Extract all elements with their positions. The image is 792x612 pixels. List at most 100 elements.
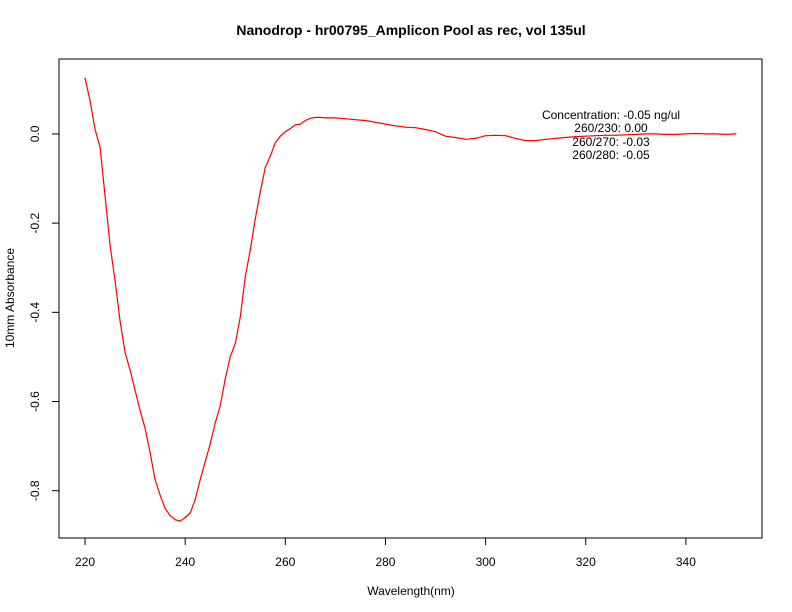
data-point xyxy=(84,77,86,79)
data-point xyxy=(565,136,567,139)
data-point xyxy=(134,389,136,391)
data-point xyxy=(259,191,261,193)
y-tick-label: -0.8 xyxy=(28,480,42,501)
x-tick-label: 300 xyxy=(476,555,496,569)
data-point xyxy=(289,127,291,130)
data-point xyxy=(179,520,181,522)
data-point xyxy=(545,138,547,140)
data-point xyxy=(224,378,226,380)
data-point xyxy=(129,369,131,371)
data-point xyxy=(184,516,186,519)
data-point xyxy=(464,138,467,140)
data-point xyxy=(319,116,321,119)
data-point xyxy=(344,118,347,120)
y-axis-label: 10mm Absorbance xyxy=(3,248,17,348)
data-point xyxy=(369,120,372,123)
absorbance-line xyxy=(84,78,737,522)
data-point xyxy=(294,124,296,126)
measurement-annotations: Concentration: -0.05 ng/ul 260/230: 0.00… xyxy=(542,108,680,162)
data-point xyxy=(159,494,161,496)
ratio-260-270-annotation: 260/270: -0.03 xyxy=(572,135,650,149)
plot-frame xyxy=(58,58,763,539)
x-axis: 220 240 260 280 300 320 340 xyxy=(75,537,696,569)
data-point xyxy=(89,99,91,102)
data-point xyxy=(625,134,627,136)
data-point xyxy=(404,126,407,128)
data-point xyxy=(735,133,737,135)
y-tick-label: -0.2 xyxy=(28,212,42,233)
data-point xyxy=(174,519,176,521)
data-point xyxy=(264,166,266,168)
x-tick-label: 260 xyxy=(275,555,295,569)
data-point xyxy=(685,133,687,135)
data-point xyxy=(515,137,517,139)
data-point xyxy=(169,515,171,517)
data-point xyxy=(485,135,487,137)
ratio-260-280-annotation: 260/280: -0.05 xyxy=(572,148,650,162)
data-point xyxy=(364,119,367,122)
concentration-annotation: Concentration: -0.05 ng/ul xyxy=(542,108,680,122)
data-point xyxy=(615,134,617,136)
x-tick-label: 320 xyxy=(576,555,596,569)
data-point xyxy=(575,136,577,138)
data-point xyxy=(444,135,447,137)
data-point xyxy=(234,342,236,345)
data-point xyxy=(219,405,221,407)
chart-title: Nanodrop - hr00795_Amplicon Pool as rec,… xyxy=(236,22,585,38)
data-point xyxy=(239,316,241,318)
data-point xyxy=(204,461,206,463)
data-point xyxy=(254,218,256,220)
data-point xyxy=(535,140,537,142)
data-point xyxy=(109,244,111,247)
data-point xyxy=(314,116,316,119)
data-point xyxy=(99,146,101,148)
data-point xyxy=(585,135,587,137)
data-point xyxy=(149,452,151,454)
x-tick-label: 220 xyxy=(75,555,95,569)
data-point xyxy=(655,133,657,135)
data-point xyxy=(304,119,306,122)
y-axis: -0.8 -0.6 -0.4 -0.2 0.0 xyxy=(28,125,60,501)
data-point xyxy=(705,133,707,135)
data-point xyxy=(349,118,352,120)
data-point xyxy=(104,195,106,197)
data-point xyxy=(139,409,141,412)
data-point xyxy=(379,122,382,124)
data-point xyxy=(394,125,397,127)
data-point xyxy=(665,133,667,135)
x-tick-label: 240 xyxy=(175,555,195,569)
y-tick-label: -0.4 xyxy=(28,302,42,323)
data-point xyxy=(715,133,717,135)
x-tick-label: 280 xyxy=(375,555,395,569)
data-point xyxy=(199,478,201,481)
data-point xyxy=(424,128,427,131)
data-point xyxy=(725,133,727,135)
data-point xyxy=(324,117,326,119)
data-point xyxy=(144,427,146,429)
data-point xyxy=(284,131,286,133)
ratio-260-230-annotation: 260/230: 0.00 xyxy=(574,121,648,135)
data-point xyxy=(194,499,196,501)
data-point xyxy=(525,140,527,142)
data-point xyxy=(229,356,231,358)
data-point xyxy=(414,127,417,129)
data-point xyxy=(595,135,597,137)
data-point xyxy=(299,123,301,125)
data-point xyxy=(339,117,342,119)
data-point xyxy=(244,276,246,278)
data-point xyxy=(209,443,211,445)
data-point xyxy=(309,117,311,119)
data-point xyxy=(434,131,437,133)
data-point xyxy=(605,134,607,136)
data-point xyxy=(675,133,677,135)
y-tick-label: 0.0 xyxy=(28,125,42,142)
data-point xyxy=(354,119,357,121)
x-tick-label: 340 xyxy=(676,555,696,569)
data-point xyxy=(114,280,116,282)
data-point xyxy=(359,119,362,121)
data-point xyxy=(279,135,281,137)
data-point xyxy=(334,117,336,119)
data-point xyxy=(695,132,697,135)
data-point xyxy=(329,117,331,119)
